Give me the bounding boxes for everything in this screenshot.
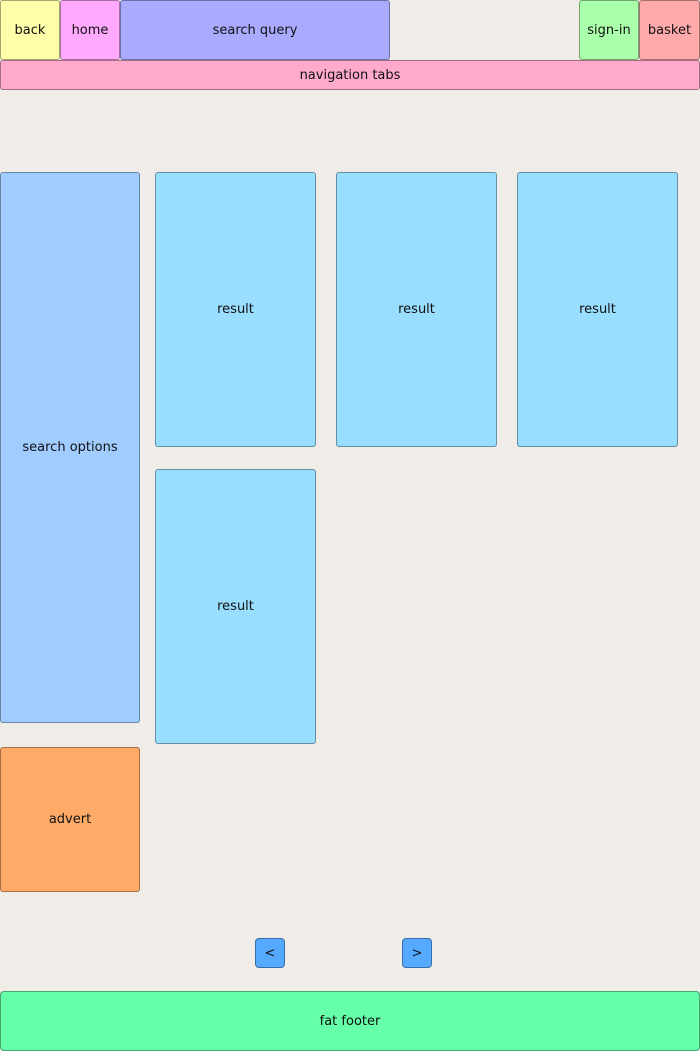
search-input[interactable]: search query [120,0,390,60]
result-label: result [579,302,616,317]
navigation-tabs[interactable]: navigation tabs [0,60,700,90]
previous-page-button[interactable]: < [255,938,285,968]
previous-page-label: < [264,945,276,961]
footer-label: fat footer [319,1014,381,1029]
back-button-label: back [14,22,46,38]
basket-button[interactable]: basket [639,0,700,60]
next-page-button[interactable]: > [402,938,432,968]
sign-in-button-label: sign-in [587,22,631,38]
navigation-tabs-label: navigation tabs [299,67,401,83]
result-card[interactable]: result [155,469,316,744]
advert-label: advert [48,812,92,827]
sign-in-button[interactable]: sign-in [579,0,639,60]
result-card[interactable]: result [517,172,678,447]
result-card[interactable]: result [155,172,316,447]
result-label: result [398,302,435,317]
search-options-label: search options [22,440,118,455]
home-button-label: home [71,22,109,38]
result-label: result [217,302,254,317]
search-options-panel[interactable]: search options [0,172,140,723]
fat-footer: fat footer [0,991,700,1051]
basket-button-label: basket [647,22,692,38]
advert-banner[interactable]: advert [0,747,140,892]
result-label: result [217,599,254,614]
home-button[interactable]: home [60,0,120,60]
back-button[interactable]: back [0,0,60,60]
result-card[interactable]: result [336,172,497,447]
next-page-label: > [411,945,423,961]
search-input-label: search query [212,22,298,38]
